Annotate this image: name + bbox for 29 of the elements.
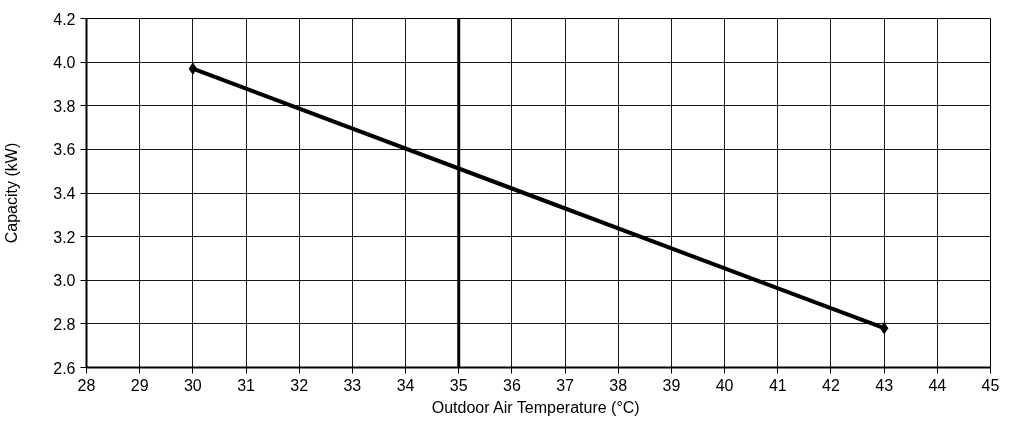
x-tick-label: 34 [396,376,415,394]
x-tick-label: 42 [822,376,840,394]
y-axis-title: Capacity (kW) [3,142,21,244]
y-tick-label: 2.8 [53,315,76,333]
y-tick-label: 4.0 [53,54,76,72]
x-tick-label: 30 [183,376,202,394]
x-tick-label: 43 [875,376,894,394]
x-tick-label: 35 [449,376,468,394]
x-axis-title: Outdoor Air Temperature (°C) [431,398,640,416]
x-tick-label: 45 [981,376,1000,394]
x-tick-label: 28 [77,376,96,394]
x-tick-label: 44 [928,376,947,394]
x-tick-label: 36 [503,376,521,394]
y-tick-label: 3.6 [53,141,76,159]
x-tick-label: 33 [343,376,362,394]
x-tick-label: 29 [130,376,149,394]
x-tick-label: 41 [768,376,787,394]
x-tick-label: 39 [662,376,681,394]
x-tick-label: 40 [715,376,734,394]
y-tick-label: 3.0 [53,272,76,290]
y-tick-label: 4.2 [53,10,76,28]
x-tick-label: 38 [609,376,628,394]
x-tick-label: 31 [237,376,256,394]
x-tick-label: 32 [290,376,309,394]
y-tick-label: 3.4 [53,185,76,202]
x-tick-label: 37 [556,376,575,394]
y-tick-label: 2.6 [53,359,76,377]
y-tick-label: 3.8 [53,97,76,115]
y-tick-label: 3.2 [53,228,76,246]
